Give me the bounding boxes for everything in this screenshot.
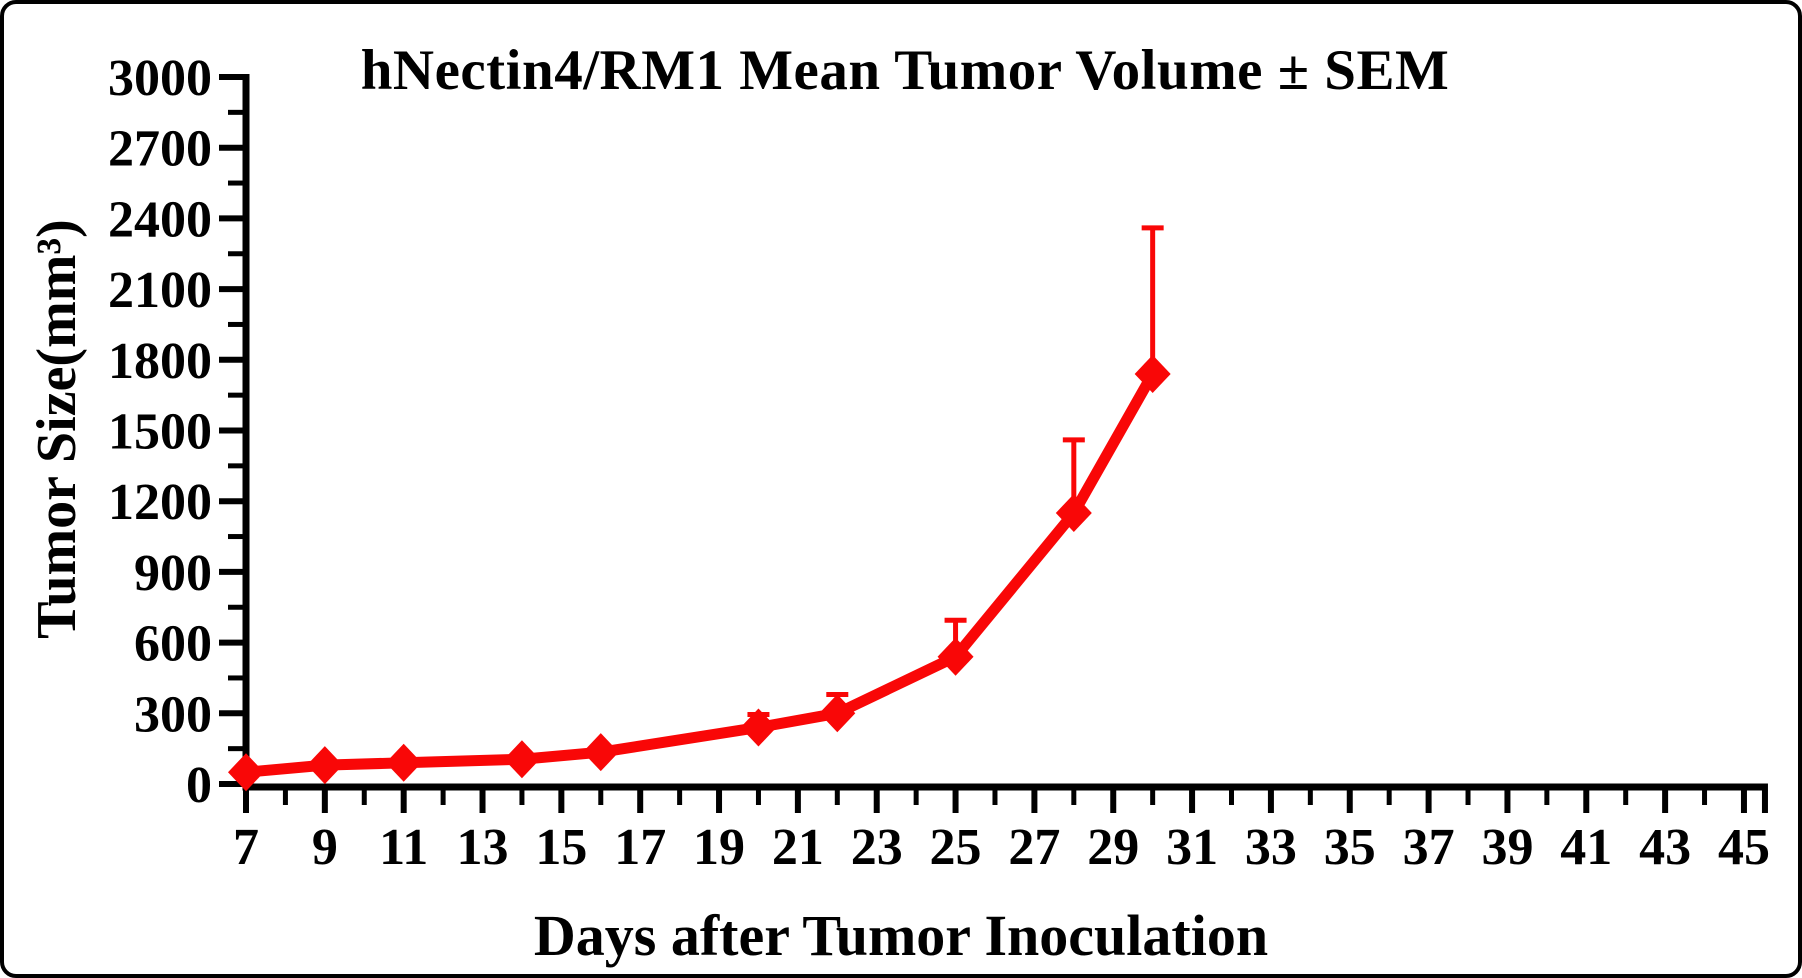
data-point-marker bbox=[740, 708, 777, 747]
y-tick-label: 900 bbox=[134, 545, 212, 602]
x-tick-label: 23 bbox=[851, 819, 903, 876]
x-tick-label: 35 bbox=[1324, 819, 1376, 876]
x-tick-label: 45 bbox=[1718, 819, 1770, 876]
y-tick-label: 1500 bbox=[108, 404, 212, 461]
y-tick-label: 1200 bbox=[108, 474, 212, 531]
x-tick-label: 15 bbox=[535, 819, 587, 876]
y-tick-label: 0 bbox=[186, 757, 212, 814]
x-tick-label: 7 bbox=[233, 819, 259, 876]
data-point-marker bbox=[306, 746, 343, 785]
x-tick-label: 29 bbox=[1087, 819, 1139, 876]
x-tick-label: 25 bbox=[930, 819, 982, 876]
y-tick-label: 2700 bbox=[108, 121, 212, 178]
data-point-marker bbox=[582, 733, 619, 772]
x-tick-label: 17 bbox=[614, 819, 666, 876]
y-tick-label: 1800 bbox=[108, 333, 212, 390]
x-tick-label: 27 bbox=[1008, 819, 1060, 876]
x-tick-label: 11 bbox=[379, 819, 428, 876]
x-tick-label: 37 bbox=[1403, 819, 1455, 876]
y-tick-label: 2100 bbox=[108, 262, 212, 319]
data-point-marker bbox=[385, 743, 422, 782]
x-tick-label: 13 bbox=[457, 819, 509, 876]
data-point-marker bbox=[228, 753, 264, 792]
y-tick-label: 300 bbox=[134, 686, 212, 743]
data-point-marker bbox=[503, 740, 540, 779]
x-tick-label: 9 bbox=[312, 819, 338, 876]
x-tick-label: 39 bbox=[1481, 819, 1533, 876]
x-tick-label: 33 bbox=[1245, 819, 1297, 876]
x-tick-label: 19 bbox=[693, 819, 745, 876]
data-point-marker bbox=[937, 637, 974, 676]
data-point-marker bbox=[819, 694, 856, 733]
x-tick-label: 31 bbox=[1166, 819, 1218, 876]
x-tick-label: 41 bbox=[1560, 819, 1612, 876]
y-tick-label: 600 bbox=[134, 616, 212, 673]
y-tick-label: 3000 bbox=[108, 50, 212, 107]
x-tick-label: 21 bbox=[772, 819, 824, 876]
data-point-marker bbox=[1055, 493, 1092, 532]
x-tick-label: 43 bbox=[1639, 819, 1691, 876]
data-point-marker bbox=[1134, 354, 1171, 393]
chart-title: hNectin4/RM1 Mean Tumor Volume ± SEM bbox=[360, 39, 1450, 102]
plot-area: 0 300 600 900 1200 1500 1800 2100 2400 2700 3000 7 9… bbox=[108, 50, 1770, 876]
x-axis-label: Days after Tumor Inoculation bbox=[533, 903, 1269, 968]
y-tick-label: 2400 bbox=[108, 191, 212, 248]
series-line bbox=[240, 368, 1159, 778]
